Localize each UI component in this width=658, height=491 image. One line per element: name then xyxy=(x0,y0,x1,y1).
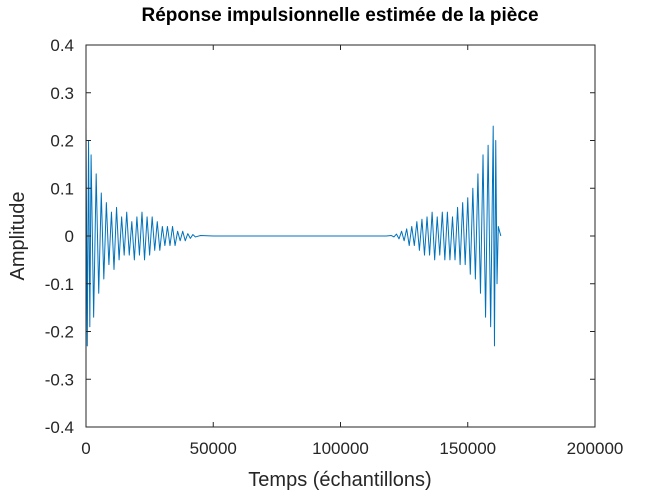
x-tick-label: 50000 xyxy=(190,439,237,458)
y-axis: 0.4 0.3 0.2 0.1 0 -0.1 -0.2 -0.3 -0.4 xyxy=(45,36,595,437)
y-tick-label: 0.4 xyxy=(50,36,74,55)
series-group xyxy=(86,125,502,347)
y-tick-label: 0.2 xyxy=(50,132,74,151)
y-axis-label: Amplitude xyxy=(7,192,29,281)
x-tick-label: 100000 xyxy=(312,439,369,458)
x-tick-label: 0 xyxy=(81,439,90,458)
y-tick-label: -0.3 xyxy=(45,370,74,389)
x-axis: 0 50000 100000 150000 200000 xyxy=(81,45,623,458)
y-tick-label: 0.1 xyxy=(50,179,74,198)
x-axis-label: Temps (échantillons) xyxy=(248,469,431,491)
x-tick-label: 150000 xyxy=(439,439,496,458)
chart-title: Réponse impulsionnelle estimée de la piè… xyxy=(141,5,538,26)
y-tick-label: -0.2 xyxy=(45,323,74,342)
y-tick-label: 0 xyxy=(65,227,74,246)
y-tick-label: 0.3 xyxy=(50,84,74,103)
y-tick-label: -0.1 xyxy=(45,275,74,294)
x-tick-label: 200000 xyxy=(567,439,624,458)
series-line-0 xyxy=(86,125,502,347)
y-tick-label: -0.4 xyxy=(45,418,74,437)
